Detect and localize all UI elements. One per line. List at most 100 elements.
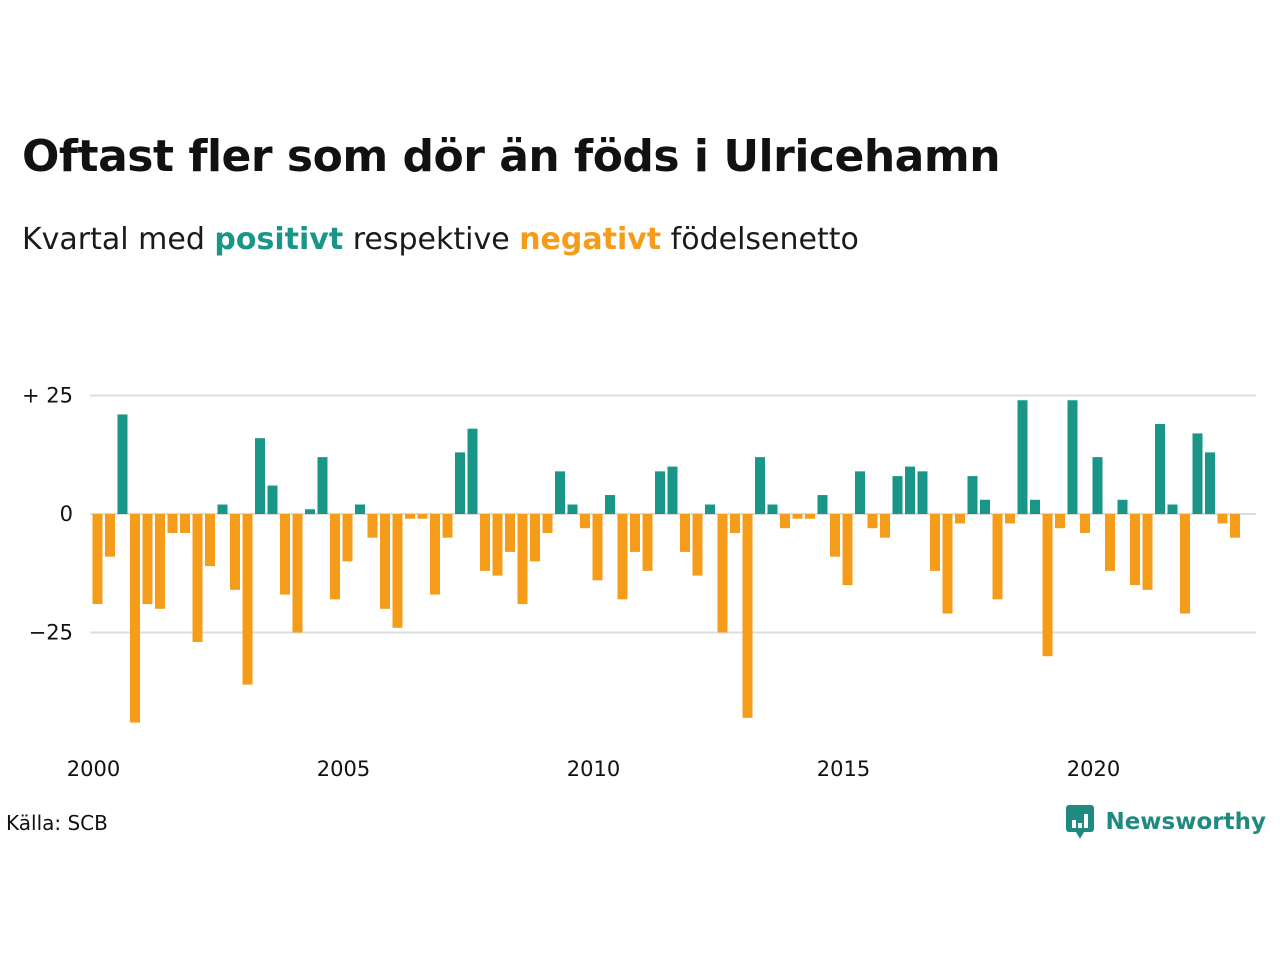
bar-negative [530, 514, 540, 562]
bar-negative [730, 514, 740, 533]
subtitle-negative-label: negativt [519, 222, 662, 257]
bar-positive [755, 457, 765, 514]
bar-positive [905, 466, 915, 514]
bar-positive [817, 495, 828, 514]
bar-negative [1180, 514, 1190, 614]
bar-negative [692, 514, 703, 576]
bar-negative [1105, 514, 1115, 571]
bar-negative [992, 514, 1003, 600]
bar-negative [580, 514, 590, 529]
chart-subtitle: Kvartal med positivt respektive negativt… [22, 222, 859, 257]
bar-negative [642, 514, 653, 571]
bar-positive [967, 476, 978, 514]
bar-negative [180, 514, 190, 533]
bar-negative [830, 514, 840, 557]
bar-positive [605, 495, 615, 514]
bar-positive [980, 499, 990, 514]
bar-positive [917, 471, 928, 514]
bar-negative [442, 514, 453, 538]
bar-negative [367, 514, 378, 538]
x-tick-label: 2005 [317, 757, 370, 781]
bar-negative [230, 514, 240, 590]
bar-negative [542, 514, 553, 533]
bar-negative [880, 514, 890, 538]
bar-positive [1192, 433, 1203, 514]
bar-negative [292, 514, 303, 633]
bar-negative [942, 514, 953, 614]
bar-negative [842, 514, 853, 586]
bar-positive [1067, 400, 1078, 514]
bar-negative [592, 514, 603, 581]
bar-negative [105, 514, 115, 557]
bar-negative [930, 514, 940, 571]
bar-negative [867, 514, 878, 529]
bar-positive [1167, 504, 1178, 514]
subtitle-middle: respektive [343, 222, 520, 257]
source-note: Källa: SCB [6, 811, 108, 835]
bar-negative [167, 514, 178, 533]
bar-positive [1155, 423, 1165, 514]
bar-positive [117, 414, 128, 514]
bar-negative [417, 514, 428, 519]
subtitle-positive-label: positivt [214, 222, 344, 257]
bar-negative [1142, 514, 1153, 590]
brand-logo: Newsworthy [1065, 804, 1266, 840]
bar-negative [155, 514, 165, 609]
bar-positive [1205, 452, 1215, 514]
chart-title: Oftast fler som dör än föds i Ulricehamn [22, 131, 1001, 182]
bar-negative [380, 514, 390, 609]
y-tick-label: + 25 [22, 384, 73, 408]
bar-negative [517, 514, 528, 605]
bar-negative [1055, 514, 1065, 529]
bar-negative [505, 514, 515, 552]
bar-positive [267, 485, 278, 514]
y-tick-label: 0 [60, 502, 73, 526]
bar-positive [667, 466, 678, 514]
bar-negative [1005, 514, 1015, 524]
bar-positive [1092, 457, 1103, 514]
bar-negative [130, 514, 140, 723]
bar-positive [455, 452, 465, 514]
bar-negative [780, 514, 790, 529]
newsworthy-logo-icon [1066, 805, 1095, 839]
bar-negative [1130, 514, 1140, 586]
bar-negative [205, 514, 215, 567]
bar-positive [1030, 499, 1040, 514]
bar-positive [467, 428, 478, 514]
bar-positive [555, 471, 565, 514]
bar-positive [567, 504, 578, 514]
bar-negative [955, 514, 965, 524]
bar-positive [1017, 400, 1028, 514]
bar-negative [805, 514, 815, 519]
bar-positive [892, 476, 903, 514]
y-tick-label: −25 [29, 621, 73, 645]
brand-name: Newsworthy [1105, 809, 1266, 835]
bar-negative [280, 514, 290, 595]
bar-negative [405, 514, 415, 519]
bar-negative [342, 514, 353, 562]
bar-negative [142, 514, 153, 605]
bar-positive [705, 504, 715, 514]
bar-negative [92, 514, 103, 605]
bar-negative [242, 514, 253, 685]
bar-positive [767, 504, 778, 514]
bar-positive [305, 509, 315, 514]
bar-negative [480, 514, 490, 571]
subtitle-suffix: födelsenetto [661, 222, 859, 257]
bar-negative [742, 514, 753, 718]
bar-negative [1217, 514, 1228, 524]
bar-negative [192, 514, 203, 642]
x-tick-label: 2010 [567, 757, 620, 781]
x-tick-label: 2000 [67, 757, 120, 781]
bar-positive [655, 471, 665, 514]
x-tick-label: 2015 [817, 757, 870, 781]
bar-negative [717, 514, 728, 633]
bar-negative [1230, 514, 1240, 538]
bar-positive [855, 471, 865, 514]
bar-negative [430, 514, 440, 595]
bar-negative [680, 514, 690, 552]
bar-negative [330, 514, 340, 600]
bar-negative [792, 514, 803, 519]
bar-negative [1080, 514, 1090, 533]
